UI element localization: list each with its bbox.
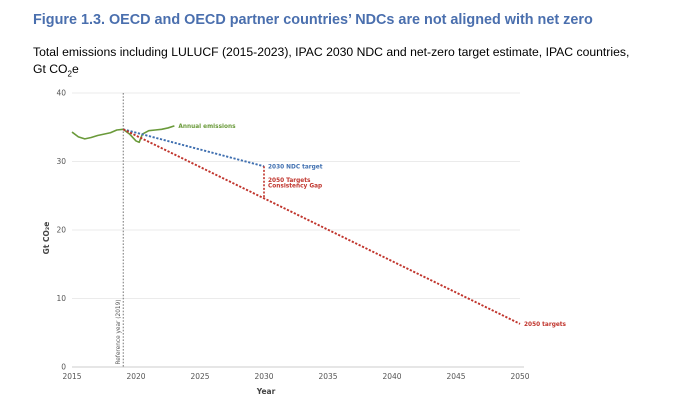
x-tick-label-2045: 2045 <box>446 372 465 381</box>
y-tick-label-40: 40 <box>56 89 66 98</box>
reference-line-label: Reference year (2019) <box>116 299 122 364</box>
subtitle-line-1: Total emissions including LULUCF (2015-2… <box>33 45 630 59</box>
subtitle-unit: Gt CO <box>33 62 68 76</box>
x-tick-label-2020: 2020 <box>126 372 145 381</box>
subtitle-unit-suffix: e <box>72 62 79 76</box>
x-tick-label-2040: 2040 <box>382 372 401 381</box>
x-axis-title: Year <box>256 387 276 396</box>
y-tick-label-0: 0 <box>61 363 66 372</box>
gap-label-line-2: Consistency Gap <box>268 183 322 189</box>
x-tick-label-2025: 2025 <box>190 372 209 381</box>
x-tick-label-2015: 2015 <box>62 372 81 381</box>
y-axis-title: Gt CO₂e <box>42 222 51 255</box>
x-tick-label-2050: 2050 <box>510 372 529 381</box>
annual-emissions-label: Annual emissions <box>178 124 236 130</box>
x-tick-label-2035: 2035 <box>318 372 337 381</box>
subtitle-unit-subscript: 2 <box>67 69 72 79</box>
series-layer <box>71 125 521 325</box>
ndc-target-label: 2030 NDC target <box>268 164 323 170</box>
gap-label-line-1: 2050 Targets <box>268 178 311 184</box>
ndc-target-line <box>122 128 265 168</box>
x-tick-label-2030: 2030 <box>254 372 273 381</box>
label-layer: Annual emissions 2030 NDC target 2050 Targ… <box>178 124 566 328</box>
y-tick-label-10: 10 <box>56 294 66 303</box>
grid-layer <box>72 92 520 299</box>
y-tick-label-30: 30 <box>56 157 66 166</box>
subtitle-line-2: Gt CO2e <box>33 61 633 82</box>
targets-2050-line <box>122 128 521 325</box>
targets-2050-label: 2050 targets <box>524 322 567 328</box>
y-tick-label-20: 20 <box>56 226 66 235</box>
figure-subtitle: Total emissions including LULUCF (2015-2… <box>33 44 633 82</box>
figure-title: Figure 1.3. OECD and OECD partner countr… <box>33 12 593 28</box>
